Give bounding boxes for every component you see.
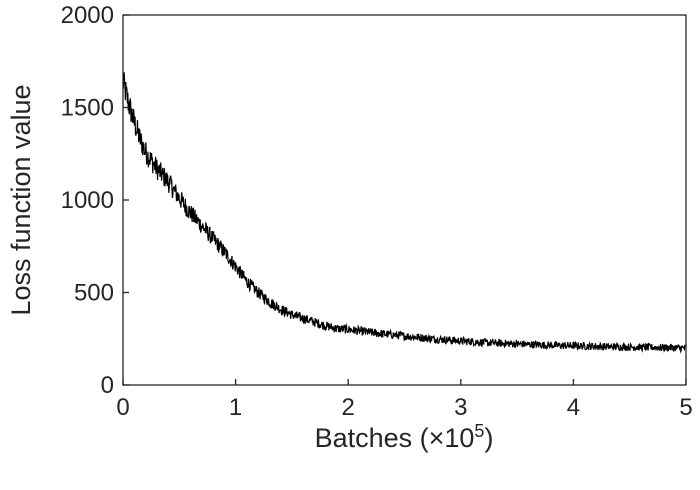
x-tick-label: 0 xyxy=(116,394,129,421)
y-axis-label: Loss function value xyxy=(6,84,36,315)
x-axis: 0 1 2 3 4 5 xyxy=(116,379,693,421)
x-tick-label: 3 xyxy=(454,394,467,421)
y-tick-label: 2000 xyxy=(61,2,114,29)
y-axis: 0 500 1000 1500 2000 xyxy=(61,2,129,399)
loss-line xyxy=(122,72,687,354)
x-tick-label: 4 xyxy=(567,394,580,421)
x-tick-label: 5 xyxy=(679,394,692,421)
x-tick-label: 1 xyxy=(229,394,242,421)
y-tick-label: 0 xyxy=(101,372,114,399)
axes-frame xyxy=(122,14,687,386)
y-tick-label: 500 xyxy=(74,280,114,307)
x-tick-label: 2 xyxy=(342,394,355,421)
loss-series-line xyxy=(122,72,687,354)
y-tick-label: 1500 xyxy=(61,95,114,122)
y-tick-label: 1000 xyxy=(61,187,114,214)
x-axis-label: Batches (×105) xyxy=(315,421,494,453)
x-axis-label-suffix: ) xyxy=(484,423,493,453)
x-axis-label-exponent: 5 xyxy=(474,421,484,441)
x-axis-label-text: Batches (×10 xyxy=(315,423,475,453)
